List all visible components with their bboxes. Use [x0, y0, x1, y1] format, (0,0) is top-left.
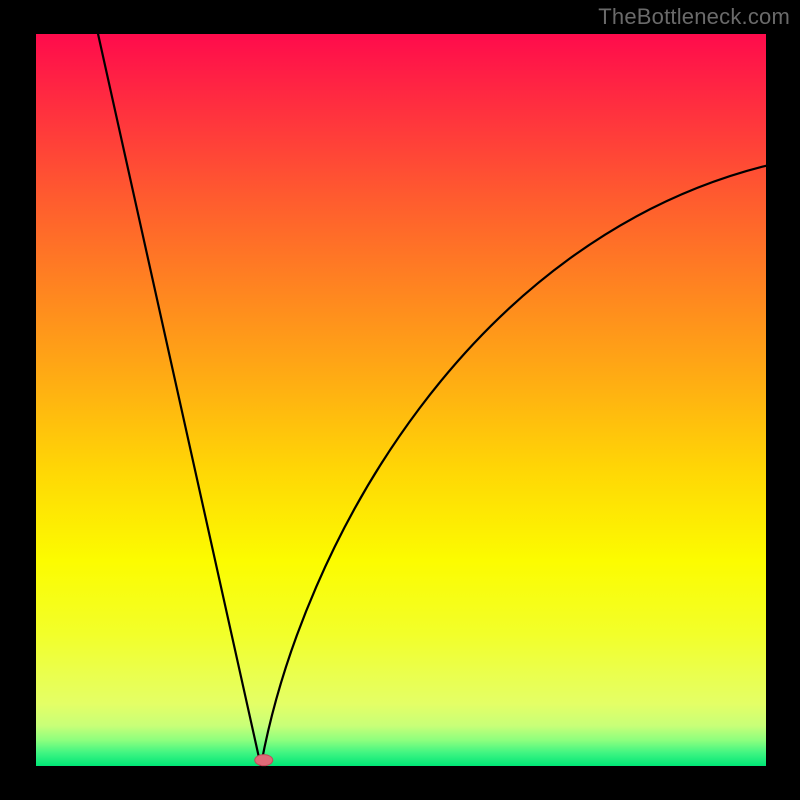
- plot-background: [36, 34, 766, 766]
- chart-container: TheBottleneck.com: [0, 0, 800, 800]
- optimum-marker: [255, 755, 273, 766]
- watermark-label: TheBottleneck.com: [598, 4, 790, 30]
- bottleneck-chart: [0, 0, 800, 800]
